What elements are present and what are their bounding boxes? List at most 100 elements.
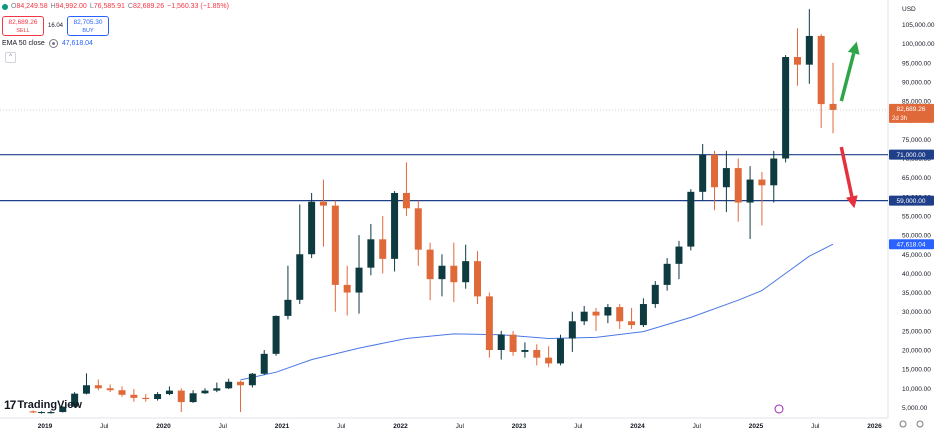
x-tick-label: 2019 [38, 423, 53, 430]
candle-body [545, 357, 553, 364]
x-tick-label: Jul [100, 423, 109, 430]
level-price-tag [889, 149, 934, 160]
candle-body [687, 191, 695, 247]
y-tick-label: 40,000.00 [902, 271, 931, 278]
level-price-label: 59,000.00 [897, 198, 926, 205]
spread-value: 16.04 [48, 23, 64, 29]
candle-body [426, 249, 434, 280]
candle-body [355, 267, 363, 293]
candle-body [556, 338, 564, 364]
currency-label: USD [902, 6, 916, 13]
candle-body [308, 201, 316, 255]
y-tick-label: 65,000.00 [902, 175, 931, 182]
candle-body [509, 334, 517, 352]
auto-scale-icon [916, 420, 924, 428]
y-tick-label: 90,000.00 [902, 79, 931, 86]
candle-body [663, 263, 671, 285]
collapse-legend-button[interactable]: ^ [5, 52, 16, 63]
indicator-legend[interactable]: EMA 50 close 47,618.04 [2, 39, 93, 48]
candle-body [734, 168, 742, 203]
candle-body [189, 393, 197, 403]
candle-body [94, 385, 102, 389]
ema-price-label: 47,618.04 [897, 242, 926, 249]
event-marker-icon [774, 404, 784, 414]
arrow-up-icon [839, 52, 856, 102]
candle-body [414, 208, 422, 250]
y-tick-label: 75,000.00 [902, 137, 931, 144]
candle-body [521, 350, 529, 352]
candle-body [805, 35, 813, 65]
candle-body [616, 307, 624, 322]
y-tick-label: 85,000.00 [902, 99, 931, 106]
candle-body [722, 168, 730, 188]
y-tick-label: 5,000.00 [902, 405, 928, 412]
candle-body [391, 192, 399, 259]
candle-body [793, 57, 801, 65]
candle-body [782, 57, 790, 159]
open-label: O [11, 3, 17, 10]
candle-body [639, 304, 647, 326]
candle-body [59, 406, 67, 413]
candle-body [237, 381, 245, 386]
y-tick-label: 105,000.00 [902, 22, 935, 29]
x-tick-label: Jul [693, 423, 702, 430]
x-tick-label: Jul [337, 423, 346, 430]
high-label: H [50, 3, 56, 10]
y-tick-label: 30,000.00 [902, 309, 931, 316]
indicator-name: EMA 50 close [2, 40, 45, 47]
candle-body [284, 299, 292, 316]
visibility-eye-icon[interactable] [48, 39, 58, 48]
candle-body [711, 154, 719, 188]
bar-countdown-label: 2d 3h [892, 116, 907, 122]
candle-body [213, 388, 221, 391]
candle-body [47, 412, 55, 414]
candle-body [497, 334, 505, 350]
y-tick-label: 10,000.00 [902, 386, 931, 393]
current-price-tag [889, 103, 934, 123]
candle-body [628, 321, 636, 326]
candle-body [533, 350, 541, 358]
status-dot-icon [2, 3, 8, 10]
arrow-down-icon [839, 146, 854, 197]
candle-body [770, 158, 778, 186]
candle-body [177, 390, 185, 403]
candle-body [130, 394, 138, 398]
y-tick-label: 20,000.00 [902, 348, 931, 355]
candle-body [225, 381, 233, 389]
candle-body [568, 321, 576, 339]
close-value: 82,689.26 [132, 3, 165, 10]
candle-body [118, 390, 126, 395]
ohlc-legend: O84,249.58 H94,992.00 L76,585.91 C82,689… [2, 3, 229, 10]
arrow-down-head-icon [845, 195, 858, 209]
candle-body [829, 103, 837, 110]
candle-body [331, 205, 339, 285]
buy-button[interactable]: 82,705.30 BUY [67, 16, 110, 36]
candle-body [37, 412, 45, 414]
low-value: 76,585.91 [93, 3, 125, 10]
y-tick-label: 25,000.00 [902, 328, 931, 335]
candle-body [142, 397, 150, 400]
candle-body [29, 411, 37, 413]
candle-body [438, 265, 446, 280]
candle-body [758, 179, 766, 186]
y-tick-label: 35,000.00 [902, 290, 931, 297]
sell-button[interactable]: 82,689.26 SELL [2, 16, 44, 36]
candle-body [319, 201, 327, 206]
buy-label: BUY [82, 28, 94, 34]
candle-body [746, 179, 754, 203]
level-price-label: 71,000.00 [897, 152, 926, 159]
x-tick-label: 2020 [156, 423, 171, 430]
x-tick-label: 2025 [749, 423, 764, 430]
y-tick-label: 15,000.00 [902, 367, 931, 374]
candle-body [592, 311, 600, 316]
candle-body [272, 315, 280, 354]
x-tick-label: 2026 [867, 423, 882, 430]
tradingview-logo[interactable]: 17 TradingView [4, 398, 82, 412]
candle-body [154, 394, 162, 400]
trade-panel: 82,689.26 SELL 16.04 82,705.30 BUY [2, 16, 110, 36]
settings-gear-icon [899, 420, 907, 428]
candle-body [367, 239, 375, 268]
sell-price: 82,689.26 [8, 19, 38, 26]
